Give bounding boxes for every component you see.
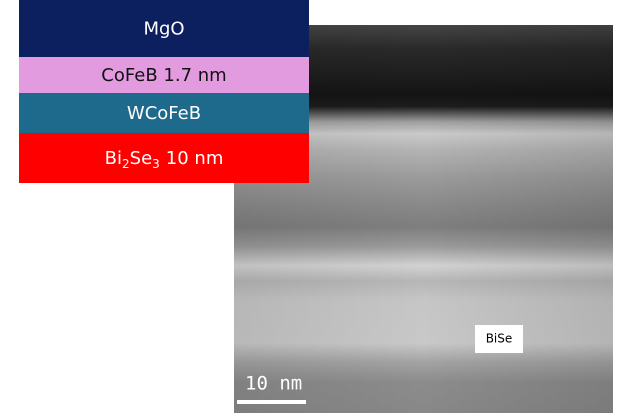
label-part: 2 [122,157,130,171]
region-label: BiSe [486,332,513,346]
scale-bar [237,400,306,404]
layer [19,133,309,183]
layer-stack: MgO CoFeB 1.7 nm WCoFeB Bi2Se3 10 nm [19,0,309,183]
label-part: 10 nm [166,148,224,169]
layer-label: CoFeB 1.7 nm [101,65,226,86]
label-part: Se [130,148,153,169]
figure: BiSe 10 nm MgO CoFeB 1.7 nm WCoFeB Bi2Se3 10… [0,0,627,413]
layer-label: WCoFeB [127,103,201,124]
label-part: Bi [105,148,122,169]
layer-label: MgO [143,19,184,40]
label-part: 3 [152,157,160,171]
scale-bar-label: 10 nm [245,373,302,395]
